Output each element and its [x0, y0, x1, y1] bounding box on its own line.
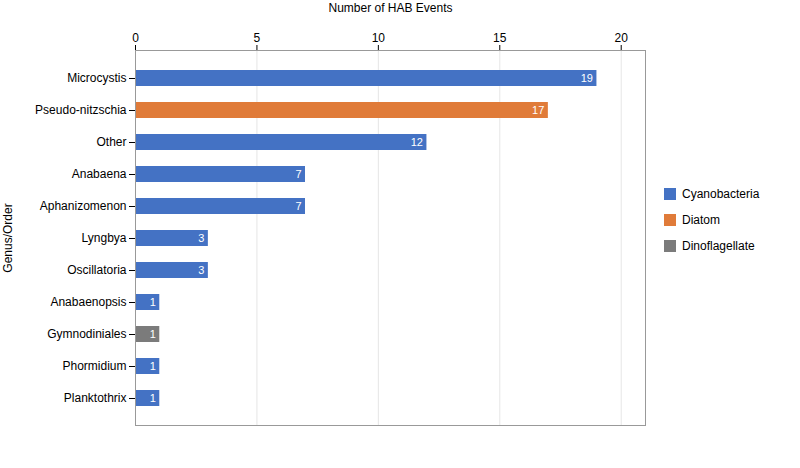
svg-text:Lyngbya: Lyngbya — [82, 231, 127, 245]
svg-text:1: 1 — [150, 392, 156, 404]
svg-text:Pseudo-nitzschia: Pseudo-nitzschia — [35, 103, 127, 117]
svg-text:0: 0 — [132, 31, 139, 45]
svg-text:Phormidium: Phormidium — [62, 359, 126, 373]
svg-text:19: 19 — [581, 72, 593, 84]
svg-text:17: 17 — [532, 104, 544, 116]
svg-text:1: 1 — [150, 296, 156, 308]
svg-text:20: 20 — [615, 31, 629, 45]
svg-text:Genus/Order: Genus/Order — [1, 203, 15, 272]
svg-text:7: 7 — [295, 168, 301, 180]
svg-text:15: 15 — [493, 31, 507, 45]
html-text:Dinoflagellate: Dinoflagellate — [682, 239, 755, 253]
svg-text:Aphanizomenon: Aphanizomenon — [40, 199, 127, 213]
svg-text:10: 10 — [372, 31, 386, 45]
svg-text:Anabaenopsis: Anabaenopsis — [50, 295, 126, 309]
svg-text:3: 3 — [198, 232, 204, 244]
svg-text:Planktothrix: Planktothrix — [64, 391, 127, 405]
svg-text:1: 1 — [150, 360, 156, 372]
svg-text:3: 3 — [198, 264, 204, 276]
svg-text:5: 5 — [254, 31, 261, 45]
svg-text:Other: Other — [96, 135, 126, 149]
svg-text:7: 7 — [295, 200, 301, 212]
svg-text:Anabaena: Anabaena — [72, 167, 127, 181]
svg-text:Oscillatoria: Oscillatoria — [67, 263, 127, 277]
svg-text:1: 1 — [150, 328, 156, 340]
svg-text:Microcystis: Microcystis — [67, 71, 126, 85]
html-text:Diatom: Diatom — [682, 213, 720, 227]
svg-text:Gymnodiniales: Gymnodiniales — [47, 327, 126, 341]
html-text:Cyanobacteria: Cyanobacteria — [682, 187, 760, 201]
svg-text:12: 12 — [411, 136, 423, 148]
svg-text:Number of HAB Events: Number of HAB Events — [328, 1, 452, 15]
